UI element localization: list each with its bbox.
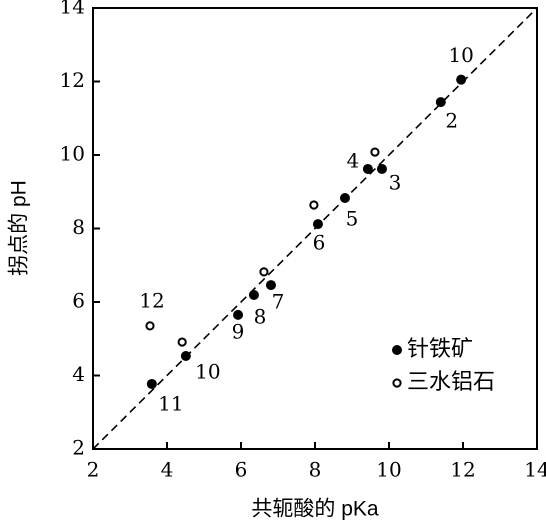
point-label: 8 xyxy=(254,305,267,329)
open-point xyxy=(177,337,187,347)
open-point xyxy=(145,321,155,331)
filled-point xyxy=(339,192,350,203)
point-label: 6 xyxy=(313,231,326,255)
x-tick-label: 12 xyxy=(450,458,475,482)
open-point xyxy=(309,200,319,210)
filled-point xyxy=(362,163,373,174)
legend-label: 三水铝石 xyxy=(407,369,495,394)
legend-marker xyxy=(392,345,402,355)
filled-point xyxy=(233,309,244,320)
point-label: 2 xyxy=(445,109,458,133)
filled-point xyxy=(456,74,467,85)
y-tick-label: 14 xyxy=(60,0,85,19)
filled-point xyxy=(248,290,259,301)
filled-point xyxy=(312,219,323,230)
point-label: 3 xyxy=(389,170,402,194)
point-label: 12 xyxy=(139,288,164,312)
filled-point xyxy=(435,97,446,108)
point-label: 4 xyxy=(347,148,360,172)
legend-marker xyxy=(392,378,402,388)
point-label: 7 xyxy=(272,290,285,314)
y-tick-label: 8 xyxy=(72,215,85,239)
x-tick-label: 6 xyxy=(235,458,248,482)
x-tick-label: 4 xyxy=(161,458,174,482)
open-point xyxy=(259,267,269,277)
y-tick-label: 2 xyxy=(72,436,85,460)
filled-point xyxy=(180,351,191,362)
point-label: 11 xyxy=(158,391,183,415)
x-axis-title: 共轭酸的 pKa xyxy=(251,498,379,521)
point-label: 10 xyxy=(195,360,220,384)
filled-point xyxy=(265,280,276,291)
x-tick-label: 14 xyxy=(524,458,546,482)
x-tick-label: 8 xyxy=(309,458,322,482)
legend-label: 针铁矿 xyxy=(407,336,473,361)
filled-point xyxy=(376,163,387,174)
y-tick-label: 10 xyxy=(60,142,85,166)
open-point xyxy=(370,147,380,157)
point-label: 9 xyxy=(232,319,245,343)
y-axis-title: 拐点的 pH xyxy=(8,180,31,276)
y-tick-label: 4 xyxy=(72,362,85,386)
point-label: 5 xyxy=(346,206,359,230)
y-tick-label: 6 xyxy=(72,289,85,313)
y-tick-label: 12 xyxy=(60,68,85,92)
point-label: 10 xyxy=(448,43,473,67)
filled-point xyxy=(146,378,157,389)
x-tick-label: 2 xyxy=(87,458,100,482)
x-tick-label: 10 xyxy=(376,458,401,482)
